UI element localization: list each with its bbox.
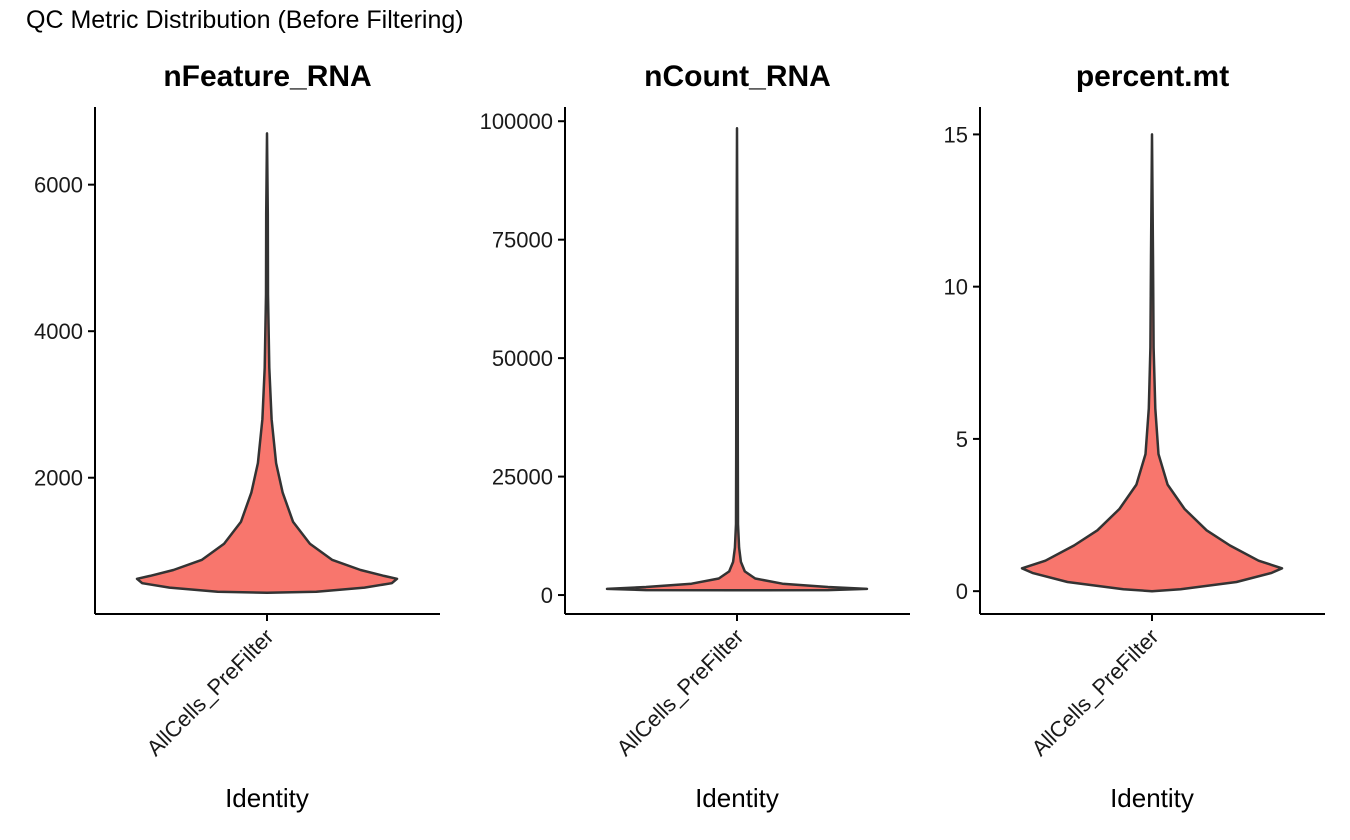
x-tick-label: AllCells_PreFilter xyxy=(142,624,279,761)
panel-2: nCount_RNA 0 25000 50000 75000 100000 AllCells… xyxy=(480,60,910,813)
x-axis-title: Identity xyxy=(1110,783,1194,813)
figure-title: QC Metric Distribution (Before Filtering… xyxy=(26,6,464,34)
y-tick-label: 4000 xyxy=(34,319,83,344)
panel-title: nFeature_RNA xyxy=(163,60,371,93)
violin-allcells-prefilter xyxy=(1020,133,1284,593)
y-tick-label: 50000 xyxy=(492,346,553,371)
x-axis-title: Identity xyxy=(695,783,779,813)
y-tick-label: 15 xyxy=(944,122,968,147)
panel-1: nFeature_RNA 2000 4000 6000 AllCells_PreFilt… xyxy=(34,60,440,813)
y-tick-label: 5 xyxy=(956,427,968,452)
y-tick-label: 0 xyxy=(956,579,968,604)
y-tick-label: 75000 xyxy=(492,228,553,253)
panel-title: nCount_RNA xyxy=(644,60,831,93)
y-tick-label: 2000 xyxy=(34,466,83,491)
y-tick-label: 10 xyxy=(944,275,968,300)
violin-allcells-prefilter xyxy=(135,132,399,595)
panel-3: percent.mt 0 5 10 15 AllCells_PreFilter Identi… xyxy=(944,60,1325,813)
y-tick-label: 100000 xyxy=(480,109,553,134)
y-tick-label: 0 xyxy=(541,583,553,608)
x-tick-label: AllCells_PreFilter xyxy=(1027,624,1164,761)
y-tick-label: 6000 xyxy=(34,173,83,198)
panel-title: percent.mt xyxy=(1076,60,1229,93)
x-tick-label: AllCells_PreFilter xyxy=(612,624,749,761)
y-tick-label: 25000 xyxy=(492,465,553,490)
x-axis-title: Identity xyxy=(225,783,309,813)
violin-allcells-prefilter xyxy=(605,127,869,592)
